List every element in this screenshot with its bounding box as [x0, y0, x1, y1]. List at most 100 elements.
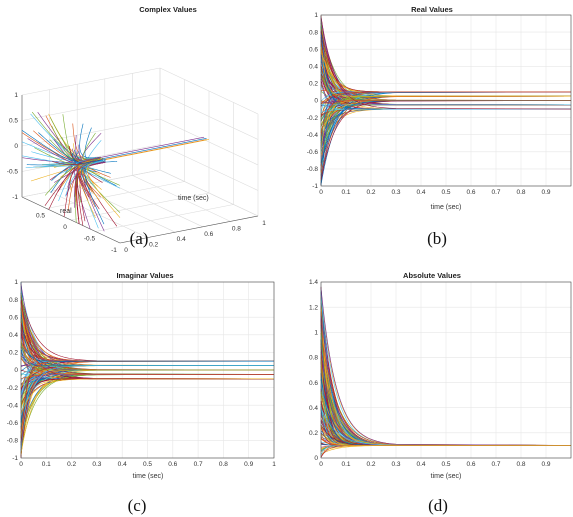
- panel-d-x-ticks: 0 0.1 0.2 0.3 0.4 0.5 0.6 0.7 0.8 0.9: [319, 461, 551, 468]
- x-tick-label: 0.2: [366, 461, 375, 468]
- x-tick-label: 0.1: [42, 461, 51, 468]
- x-tick-label: 0.8: [516, 189, 525, 196]
- x-tick-label: 0.2: [366, 189, 375, 196]
- series-line: [20, 295, 275, 362]
- panel-d-axes-box: [320, 281, 572, 459]
- y-tick-label: -1: [12, 455, 18, 462]
- panel-c-axes-box: [20, 281, 275, 459]
- series-line-3d: [75, 157, 101, 204]
- x-tick-label: 0: [319, 461, 323, 468]
- y-tick-label: 0.8: [232, 225, 241, 232]
- y-tick-label: 0.4: [177, 236, 186, 243]
- y-tick-label: 0.6: [9, 314, 18, 321]
- x-tick-label: 0.4: [416, 461, 425, 468]
- x-tick-label: 0.2: [67, 461, 76, 468]
- series-line: [20, 308, 274, 362]
- panel-d-x-label: time (sec): [431, 473, 462, 480]
- y-tick-label: 1: [314, 12, 318, 19]
- panel-a-title: Complex Values: [139, 5, 197, 14]
- y-tick-label: 0.2: [309, 430, 318, 437]
- y-tick-label: -0.8: [7, 438, 19, 445]
- panel-c-x-label: time (sec): [133, 473, 164, 480]
- y-tick-label: 0.4: [9, 332, 18, 339]
- box-edge: [21, 67, 161, 96]
- x-tick-label: 0.6: [466, 189, 475, 196]
- y-tick-label: 0.2: [9, 350, 18, 357]
- box-edge: [46, 181, 185, 209]
- series-line-3d: [71, 153, 104, 164]
- series-line: [320, 330, 572, 446]
- panel-b-caption: (b): [427, 229, 447, 248]
- y-tick-label: -0.2: [307, 115, 319, 122]
- y-tick-label: 0.6: [204, 231, 213, 238]
- series-line: [20, 318, 275, 366]
- box-edge: [119, 215, 259, 244]
- series-line: [320, 95, 572, 176]
- y-tick-label: 0: [314, 98, 318, 105]
- z-tick-label: -0.5: [7, 169, 19, 176]
- y-tick-label: 0: [14, 367, 18, 374]
- x-tick-label: 0.9: [541, 189, 550, 196]
- x-tick-label: 0.6: [168, 461, 177, 468]
- series-line: [20, 341, 274, 371]
- panel-b-x-ticks: 0 0.1 0.2 0.3 0.4 0.5 0.6 0.7 0.8 0.9: [319, 189, 551, 196]
- y-tick-label: 1: [314, 329, 318, 336]
- x-tick-label: 0.5: [441, 461, 450, 468]
- series-line: [20, 374, 275, 450]
- x-tick-label: 0.3: [92, 461, 101, 468]
- x-tick-label: 0.5: [441, 189, 450, 196]
- x-tick-label: 0.3: [391, 461, 400, 468]
- y-tick-label: 1.4: [309, 279, 318, 286]
- series-line: [20, 293, 275, 375]
- series-line-3d: [82, 132, 104, 161]
- y-tick-label: -0.6: [307, 149, 319, 156]
- panel-a-caption: (a): [130, 229, 149, 248]
- series-line: [20, 369, 275, 455]
- panel-c-caption: (c): [128, 496, 147, 515]
- panel-d-plot: Absolute Values 1.4 1.2 1 0.8 0.6 0.4 0.2 0 0 0.…: [309, 271, 572, 515]
- series-line: [320, 407, 572, 446]
- x-tick-label: 0.7: [194, 461, 203, 468]
- x-tick-label: 0.9: [244, 461, 253, 468]
- y-tick-label: 1: [14, 279, 18, 286]
- x-tick-label: -1: [111, 247, 117, 254]
- box-edge: [21, 118, 161, 147]
- panel-a-x-label: real: [60, 208, 72, 215]
- panel-c-x-ticks: 0 0.1 0.2 0.3 0.4 0.5 0.6 0.7 0.8 0.9 1: [19, 461, 276, 468]
- y-tick-label: -1: [312, 183, 318, 190]
- series-line-3d: [79, 123, 101, 159]
- panel-a-z-ticks: 1 0.5 0 -0.5 -1: [7, 92, 19, 201]
- y-tick-label: 0.2: [149, 242, 158, 249]
- panel-c-title: Imaginar Values: [116, 271, 173, 280]
- x-tick-label: 0.5: [143, 461, 152, 468]
- panel-b-title: Real Values: [411, 5, 453, 14]
- panel-d-y-ticks: 1.4 1.2 1 0.8 0.6 0.4 0.2 0: [309, 279, 318, 462]
- x-tick-label: 0.1: [341, 461, 350, 468]
- series-line-3d: [76, 157, 101, 187]
- panel-a-series: [21, 111, 210, 232]
- panel-b-y-ticks: 1 0.8 0.6 0.4 0.2 0 -0.2 -0.4 -0.6 -0.8 -1: [307, 12, 319, 190]
- series-line: [320, 391, 572, 446]
- series-line: [320, 51, 572, 97]
- series-line: [320, 91, 572, 105]
- panel-a-box: [21, 67, 259, 244]
- series-line: [20, 378, 274, 445]
- panel-a-3d-plot: Complex Values 10.50-0.5-1 0.50-0.5-1 00…: [7, 5, 266, 254]
- y-tick-label: 0.4: [309, 64, 318, 71]
- y-tick-label: -0.2: [7, 385, 19, 392]
- series-line-3d: [84, 159, 106, 225]
- y-tick-label: 0.8: [309, 29, 318, 36]
- y-tick-label: 0.6: [309, 380, 318, 387]
- y-tick-label: 0: [124, 247, 128, 254]
- series-line-3d: [54, 162, 106, 183]
- x-tick-label: 0: [19, 461, 23, 468]
- x-tick-label: 0: [63, 224, 67, 231]
- box-edge: [21, 93, 161, 121]
- y-tick-label: 1.2: [309, 304, 318, 311]
- series-line: [320, 18, 572, 106]
- series-line: [320, 108, 571, 113]
- y-tick-label: 1: [262, 220, 266, 227]
- panel-a-y-label: time (sec): [178, 195, 209, 202]
- x-tick-label: 0.9: [541, 461, 550, 468]
